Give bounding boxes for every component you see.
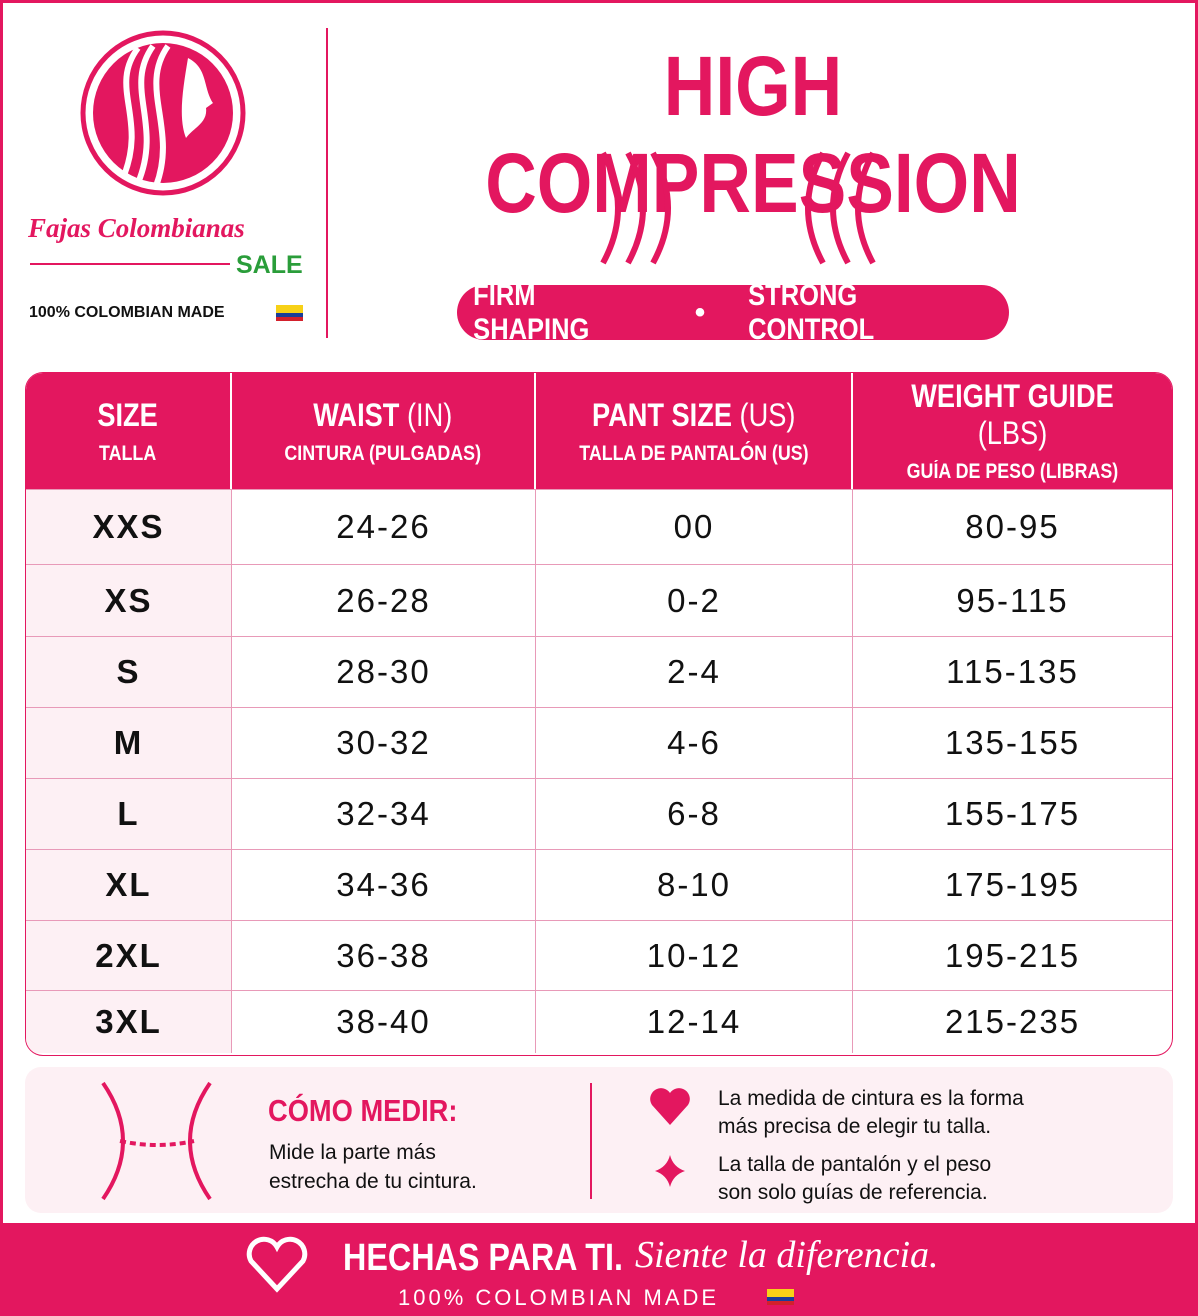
column-header: WAIST (IN) CINTURA (PULGADAS) (232, 373, 536, 489)
line: más precisa de elegir tu talla. (718, 1115, 992, 1138)
table-row: L 32-34 6-8 155-175 (26, 778, 1172, 849)
table-row: XS 26-28 0-2 95-115 (26, 564, 1172, 636)
header-main: PANT SIZE (US) (592, 397, 795, 434)
waist-icon (101, 1081, 212, 1201)
table-cell: 32-34 (232, 779, 536, 849)
table-cell: 80-95 (965, 508, 1060, 545)
table-cell: XS (26, 565, 232, 636)
table-cell: 3XL (26, 991, 232, 1053)
table-cell: 12-14 (536, 991, 853, 1053)
bullet: • (694, 295, 706, 329)
table-cell: S (26, 637, 232, 707)
brand-name: Fajas Colombianas (28, 213, 245, 243)
table-cell: 8-10 (536, 850, 853, 920)
divider (590, 1083, 592, 1199)
footer-origin: 100% COLOMBIAN MADE (398, 1285, 720, 1310)
header-unit: (US) (739, 396, 796, 433)
table-cell: 175-195 (944, 866, 1081, 903)
slogan: HECHAS PARA TI. (343, 1237, 623, 1279)
table-cell: 30-32 (232, 708, 536, 778)
header-label: WEIGHT GUIDE (911, 378, 1114, 414)
brand-tag: SALE (236, 251, 303, 279)
table-cell: 2-4 (536, 637, 853, 707)
table-cell: 2XL (26, 921, 232, 990)
info-box (25, 1067, 1173, 1213)
table-cell: 34-36 (232, 850, 536, 920)
column-header: SIZE TALLA (26, 373, 232, 489)
column-header: WEIGHT GUIDE (LBS) GUÍA DE PESO (LIBRAS) (853, 373, 1172, 489)
rule (30, 263, 230, 265)
table-cell: 6-8 (536, 779, 853, 849)
brand-origin: 100% COLOMBIAN MADE (29, 304, 225, 321)
flag (276, 305, 303, 321)
size-table: SIZE TALLA WAIST (IN) CINTURA (PULGADAS) PAN… (25, 372, 1173, 1056)
table-cell: 95-115 (956, 581, 1069, 619)
logo (80, 30, 246, 196)
header-label: WAIST (313, 396, 400, 433)
table-cell: 26-28 (232, 565, 536, 636)
table-row: M 30-32 4-6 135-155 (26, 707, 1172, 778)
header-main: SIZE (98, 397, 158, 434)
table-cell: 155-175 (944, 795, 1081, 832)
measure-text: Mide la parte más estrecha de tu cintura. (269, 1138, 477, 1196)
line: La medida de cintura es la forma (718, 1087, 1024, 1110)
note: La talla de pantalón y el peso son solo g… (718, 1151, 991, 1207)
header-sub: CINTURA (PULGADAS) (284, 441, 482, 465)
tagline: FIRM SHAPING • STRONG CONTROL (457, 279, 1009, 346)
table-cell: 38-40 (232, 991, 536, 1053)
table-cell: 10-12 (536, 921, 853, 990)
tagline-item: FIRM SHAPING (473, 278, 590, 346)
table-row: XL 34-36 8-10 175-195 (26, 849, 1172, 920)
table-cell: 00 (536, 490, 853, 564)
table-row: S 28-30 2-4 115-135 (26, 636, 1172, 707)
table-cell: 28-30 (232, 637, 536, 707)
column-header: PANT SIZE (US) TALLA DE PANTALÓN (US) (536, 373, 853, 489)
table-cell: L (26, 779, 232, 849)
table-cell: M (26, 708, 232, 778)
divider (326, 28, 328, 338)
table-cell: 195-215 (944, 936, 1081, 974)
note: La medida de cintura es la forma más prec… (718, 1085, 1024, 1141)
header-unit: (IN) (407, 396, 453, 433)
table-row: 3XL 38-40 12-14 215-235 (26, 990, 1172, 1053)
table-cell: XL (26, 850, 232, 920)
header-unit: (LBS) (977, 415, 1048, 451)
line: estrecha de tu cintura. (269, 1170, 477, 1193)
table-cell: 0-2 (536, 565, 853, 636)
table-row: XXS 24-26 00 80-95 (26, 489, 1172, 564)
table-cell: 135-155 (944, 724, 1081, 761)
heart-icon (246, 1236, 308, 1293)
header-sub: GUÍA DE PESO (LIBRAS) (906, 460, 1119, 483)
table-cell: 215-235 (944, 1003, 1081, 1040)
header-sub: TALLA (99, 441, 157, 465)
table-row: 2XL 36-38 10-12 195-215 (26, 920, 1172, 990)
table-cell: 115-135 (946, 653, 1079, 690)
footer: HECHAS PARA TI. Siente la diferencia. 10… (0, 1223, 1198, 1316)
flag (767, 1289, 794, 1305)
header-label: SIZE (97, 396, 159, 433)
line: La talla de pantalón y el peso (718, 1153, 992, 1176)
script-slogan: Siente la diferencia. (635, 1234, 939, 1276)
table-cell: 24-26 (232, 490, 536, 564)
line: son solo guías de referencia. (718, 1181, 988, 1204)
line: Mide la parte más (269, 1141, 436, 1164)
header-sub: TALLA DE PANTALÓN (US) (578, 441, 809, 465)
title: HIGH COMPRESSION (485, 39, 1021, 230)
table-cell: XXS (26, 490, 232, 564)
header-main: WEIGHT GUIDE (LBS) (877, 378, 1148, 452)
header-label: PANT SIZE (591, 396, 732, 433)
table-header: SIZE TALLA WAIST (IN) CINTURA (PULGADAS) PAN… (26, 373, 1172, 489)
tagline-item: STRONG CONTROL (748, 278, 875, 346)
note-icons (650, 1088, 690, 1187)
table-cell: 36-38 (232, 921, 536, 990)
header-main: WAIST (IN) (313, 397, 452, 434)
table-cell: 4-6 (536, 708, 853, 778)
compression-icon (600, 151, 876, 265)
measure-title: CÓMO MEDIR: (268, 1093, 458, 1128)
